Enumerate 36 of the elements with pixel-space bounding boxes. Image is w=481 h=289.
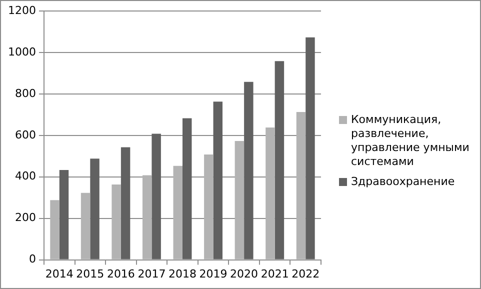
bar (142, 175, 152, 260)
bar (173, 166, 182, 260)
x-tick-label: 2020 (230, 267, 258, 280)
y-tick-label: 200 (14, 211, 36, 224)
bar (90, 158, 100, 260)
y-tick-label: 0 (28, 252, 36, 266)
x-tick-label: 2017 (138, 267, 166, 280)
bar (50, 200, 60, 260)
bar (112, 184, 121, 260)
y-tick-label: 800 (14, 86, 36, 100)
legend-label: Коммуникация, развлечение, управление умными системами (351, 113, 470, 169)
bar (213, 102, 223, 260)
legend-label: Здравоохранение (351, 175, 455, 189)
y-tick-label: 1200 (8, 4, 36, 17)
bar (274, 61, 284, 260)
bar (306, 37, 315, 260)
y-tick-label: 1000 (8, 45, 36, 58)
x-tick-label: 2015 (76, 267, 104, 280)
y-tick-label: 400 (14, 170, 36, 183)
bar (244, 82, 254, 260)
x-tick-label: 2018 (168, 267, 196, 280)
x-tick-label: 2016 (106, 267, 135, 280)
bar (296, 112, 306, 260)
bar (120, 147, 130, 260)
x-tick-label: 2014 (45, 267, 74, 280)
bar (152, 134, 161, 260)
x-tick-label: 2022 (292, 267, 320, 280)
y-tick-label: 600 (14, 128, 36, 142)
bar (59, 170, 69, 260)
bar (80, 192, 90, 260)
bar (234, 141, 244, 260)
bar (204, 154, 214, 260)
x-tick-label: 2019 (199, 267, 228, 280)
bar (182, 118, 192, 260)
x-tick-label: 2021 (260, 267, 289, 280)
bar (266, 128, 275, 260)
